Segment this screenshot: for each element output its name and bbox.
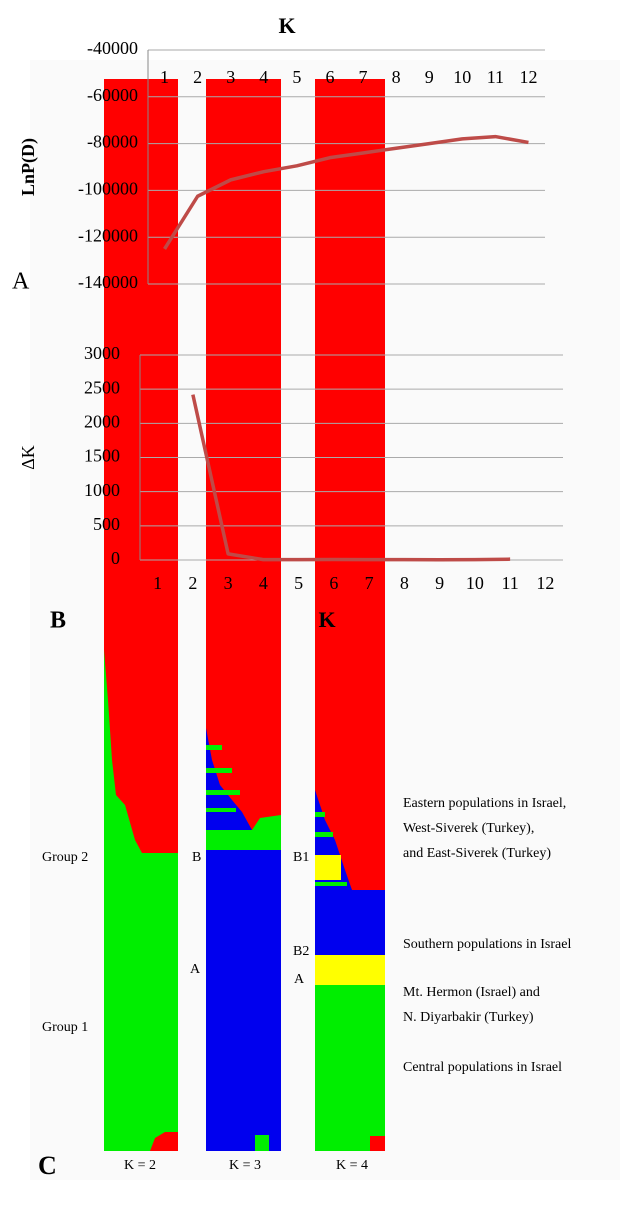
structure-area xyxy=(104,650,178,1151)
stripe xyxy=(206,808,236,812)
stripe xyxy=(206,768,232,773)
x-tick-label: 9 xyxy=(435,573,444,593)
panel-label: C xyxy=(38,1151,57,1180)
x-axis-label: K xyxy=(278,13,295,38)
x-tick-label: 3 xyxy=(224,573,233,593)
x-tick-label: 3 xyxy=(226,67,235,87)
structure-stripes xyxy=(315,812,347,886)
panel-label: A xyxy=(12,269,30,295)
x-tick-label: 6 xyxy=(325,67,334,87)
x-tick-label: 5 xyxy=(294,573,303,593)
k-label: K = 3 xyxy=(229,1158,261,1173)
structure-area xyxy=(206,815,281,850)
stripe xyxy=(206,745,222,750)
cluster-label: B2 xyxy=(293,944,309,959)
structure-area xyxy=(150,1132,178,1151)
x-tick-label: 2 xyxy=(188,573,197,593)
stripe xyxy=(315,882,347,886)
structure-area xyxy=(315,985,385,1151)
y-tick-label: 1500 xyxy=(84,446,120,466)
stripe xyxy=(206,790,240,795)
x-tick-label: 11 xyxy=(487,67,504,87)
x-tick-label: 4 xyxy=(259,67,268,87)
y-tick-label: -40000 xyxy=(87,38,138,58)
y-tick-label: 3000 xyxy=(84,343,120,363)
x-tick-label: 5 xyxy=(292,67,301,87)
y-tick-label: 500 xyxy=(93,514,120,534)
description: Southern populations in Israel xyxy=(403,937,571,952)
k-label: K = 2 xyxy=(124,1158,156,1173)
y-tick-label: -140000 xyxy=(78,272,138,292)
y-tick-label: 1000 xyxy=(84,480,120,500)
k-label: K = 4 xyxy=(336,1158,368,1173)
y-tick-label: -100000 xyxy=(78,179,138,199)
x-tick-label: 10 xyxy=(453,67,471,87)
stripe xyxy=(315,812,325,817)
data-line xyxy=(191,394,511,562)
structure-area xyxy=(255,1135,269,1151)
description: Central populations in Israel xyxy=(403,1060,562,1075)
x-tick-label: 8 xyxy=(392,67,401,87)
x-tick-label: 11 xyxy=(501,573,518,593)
x-tick-label: 9 xyxy=(425,67,434,87)
y-axis-label: ΔK xyxy=(18,445,38,470)
y-axis-label: LnP(D) xyxy=(18,138,39,196)
cluster-label: B xyxy=(192,850,201,865)
x-tick-label: 2 xyxy=(193,67,202,87)
x-tick-label: 1 xyxy=(160,67,169,87)
y-tick-label: 2000 xyxy=(84,411,120,431)
structure-plot: K = 2 K = 3 K = 4 Group 2 Group 1 B A B1… xyxy=(30,60,620,1180)
data-line xyxy=(163,134,529,250)
cluster-label: A xyxy=(294,972,305,987)
x-tick-label: 12 xyxy=(519,67,537,87)
group-label: Group 1 xyxy=(42,1020,88,1035)
structure-area xyxy=(206,728,252,830)
group-label: Group 2 xyxy=(42,850,88,865)
y-tick-label: -60000 xyxy=(87,85,138,105)
description: West-Siverek (Turkey), xyxy=(403,821,534,836)
x-axis-label: K xyxy=(318,607,335,632)
cluster-label: A xyxy=(190,962,201,977)
stripe xyxy=(315,832,333,837)
description: and East-Siverek (Turkey) xyxy=(403,846,551,861)
cluster-label: B1 xyxy=(293,850,309,865)
x-tick-label: 1 xyxy=(153,573,162,593)
x-tick-label: 7 xyxy=(365,573,374,593)
y-tick-label: -120000 xyxy=(78,225,138,245)
structure-area xyxy=(315,890,385,955)
description: Mt. Hermon (Israel) and xyxy=(403,985,540,1000)
x-tick-label: 6 xyxy=(329,573,338,593)
x-tick-label: 10 xyxy=(466,573,484,593)
y-tick-label: 0 xyxy=(111,548,120,568)
y-tick-label: -80000 xyxy=(87,132,138,152)
y-tick-label: 2500 xyxy=(84,377,120,397)
structure-area xyxy=(315,955,385,985)
panel-label: B xyxy=(50,608,66,634)
structure-area xyxy=(370,1136,385,1151)
description: Eastern populations in Israel, xyxy=(403,796,566,811)
x-tick-label: 12 xyxy=(536,573,554,593)
x-tick-label: 7 xyxy=(359,67,368,87)
x-tick-label: 8 xyxy=(400,573,409,593)
x-tick-label: 4 xyxy=(259,573,268,593)
structure-area xyxy=(206,850,281,1151)
description: N. Diyarbakir (Turkey) xyxy=(403,1010,534,1025)
stripe xyxy=(315,855,341,880)
structure-stripes xyxy=(206,745,240,812)
